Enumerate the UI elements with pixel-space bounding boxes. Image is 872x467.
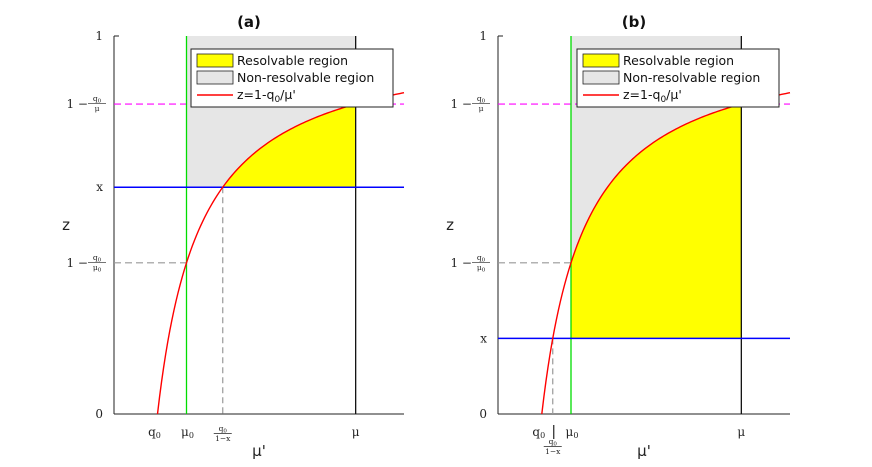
legend-swatch-non-resolvable	[196, 70, 234, 85]
legend-swatch-non-resolvable	[582, 70, 620, 85]
y-tick-frac-q0-mu: q0μ	[472, 94, 490, 113]
legend-label-non-resolvable: Non-resolvable region	[237, 70, 374, 85]
y-tick-0: 0	[95, 407, 103, 421]
x-tick-q0: q0	[532, 425, 545, 440]
legend-swatch-resolvable	[196, 53, 234, 68]
x-tick-q0-over-1-minus-x-denominator: 1−x	[215, 434, 231, 443]
resolvable-region	[571, 104, 742, 339]
panel-title: (a)	[237, 13, 261, 31]
legend-label-curve: z=1-q0/μ'	[237, 87, 296, 105]
y-tick-x: x	[480, 331, 487, 345]
y-tick-frac-q0-mu0-numerator: q0	[477, 253, 486, 264]
y-tick-frac-q0-mu-numerator: q0	[477, 94, 486, 105]
y-tick-frac-q0-mu0-denominator: μ0	[93, 263, 102, 274]
y-axis-label: z	[62, 216, 70, 234]
y-tick-frac-q0-mu-denominator: μ	[95, 104, 100, 113]
y-tick-0: 0	[479, 407, 487, 421]
x-tick-q0: q0	[148, 425, 161, 440]
y-tick-one-minus-q0-over-mu: 1 −	[66, 97, 88, 111]
x-tick-mu0: μ0	[181, 425, 194, 440]
x-tick-q0-over-1-minus-x-denominator: 1−x	[545, 447, 561, 456]
y-tick-x: x	[96, 180, 103, 194]
spacer	[187, 187, 223, 414]
y-tick-1: 1	[479, 29, 487, 43]
y-tick-frac-q0-mu-numerator: q0	[93, 94, 102, 105]
panel-title: (b)	[622, 13, 646, 31]
y-tick-1: 1	[95, 29, 103, 43]
y-tick-frac-q0-mu: q0μ	[88, 94, 106, 113]
legend-swatch-resolvable	[582, 53, 620, 68]
legend: Resolvable region Non-resolvable region z=…	[190, 48, 394, 108]
resolvable-region	[222, 104, 356, 188]
legend-label-resolvable: Resolvable region	[237, 53, 348, 68]
x-axis-label: μ'	[252, 442, 266, 460]
x-tick-q0-over-1-minus-x-numerator: q0	[549, 437, 558, 448]
legend: Resolvable region Non-resolvable region z=…	[576, 48, 780, 108]
legend-label-curve: z=1-q0/μ'	[623, 87, 682, 105]
x-tick-mu: μ	[352, 425, 360, 439]
x-tick-mu: μ	[737, 425, 745, 439]
legend-label-resolvable: Resolvable region	[623, 53, 734, 68]
y-tick-one-minus-q0-over-mu: 1 −	[450, 97, 472, 111]
y-tick-one-minus-q0-over-mu0: 1 −	[450, 256, 472, 270]
x-tick-q0-over-1-minus-x: q01−x	[213, 424, 232, 443]
x-axis-label: μ'	[637, 442, 651, 460]
y-tick-frac-q0-mu0-denominator: μ0	[477, 263, 486, 274]
y-tick-one-minus-q0-over-mu0: 1 −	[66, 256, 88, 270]
legend-label-non-resolvable: Non-resolvable region	[623, 70, 760, 85]
y-axis-label: z	[446, 216, 454, 234]
y-tick-frac-q0-mu-denominator: μ	[479, 104, 484, 113]
x-tick-q0-over-1-minus-x: q01−x	[543, 437, 562, 456]
x-tick-mu0: μ0	[566, 425, 579, 440]
x-tick-q0-over-1-minus-x-numerator: q0	[219, 424, 228, 435]
y-tick-frac-q0-mu0-numerator: q0	[93, 253, 102, 264]
